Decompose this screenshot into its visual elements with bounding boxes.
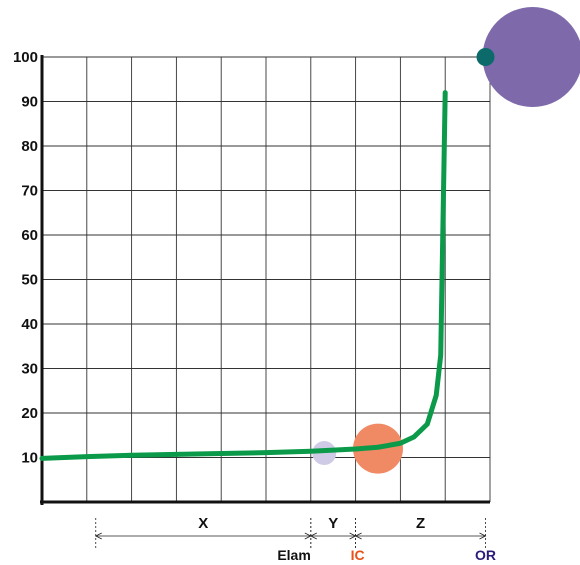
y-tick-labels: 10 20 30 40 50 60 70 80 90 100	[13, 49, 38, 467]
y-tick-label: 70	[21, 183, 38, 200]
marker-label: Elam	[277, 547, 310, 563]
y-tick-label: 30	[21, 361, 38, 378]
y-tick-label: 50	[21, 272, 38, 289]
segment-label: Y	[328, 515, 338, 532]
y-tick-label: 90	[21, 94, 38, 111]
circles-back	[312, 7, 580, 474]
arrow-head	[354, 532, 362, 540]
series-line	[39, 90, 448, 461]
circle-purple	[482, 7, 580, 107]
arrow-head	[479, 532, 487, 540]
y-tick-label: 100	[13, 49, 38, 66]
circles-front	[476, 48, 495, 66]
marker-labels: Elam IC OR	[277, 547, 496, 563]
arrow-head	[309, 532, 317, 540]
segment-label: Z	[416, 515, 425, 532]
marker-label: IC	[351, 547, 365, 563]
y-tick-label: 10	[21, 450, 38, 467]
y-tick-label: 80	[21, 138, 38, 155]
y-tick-label: 20	[21, 405, 38, 422]
segment-label: X	[198, 515, 208, 532]
circle-teal-dot	[476, 48, 495, 66]
series	[39, 90, 448, 461]
y-tick-label: 40	[21, 316, 38, 333]
axes	[40, 55, 490, 505]
grid	[42, 56, 491, 502]
segment-annotations: X Y Z	[94, 515, 487, 548]
y-tick-label: 60	[21, 227, 38, 244]
arrow-head	[94, 532, 102, 540]
marker-label: OR	[475, 547, 496, 563]
